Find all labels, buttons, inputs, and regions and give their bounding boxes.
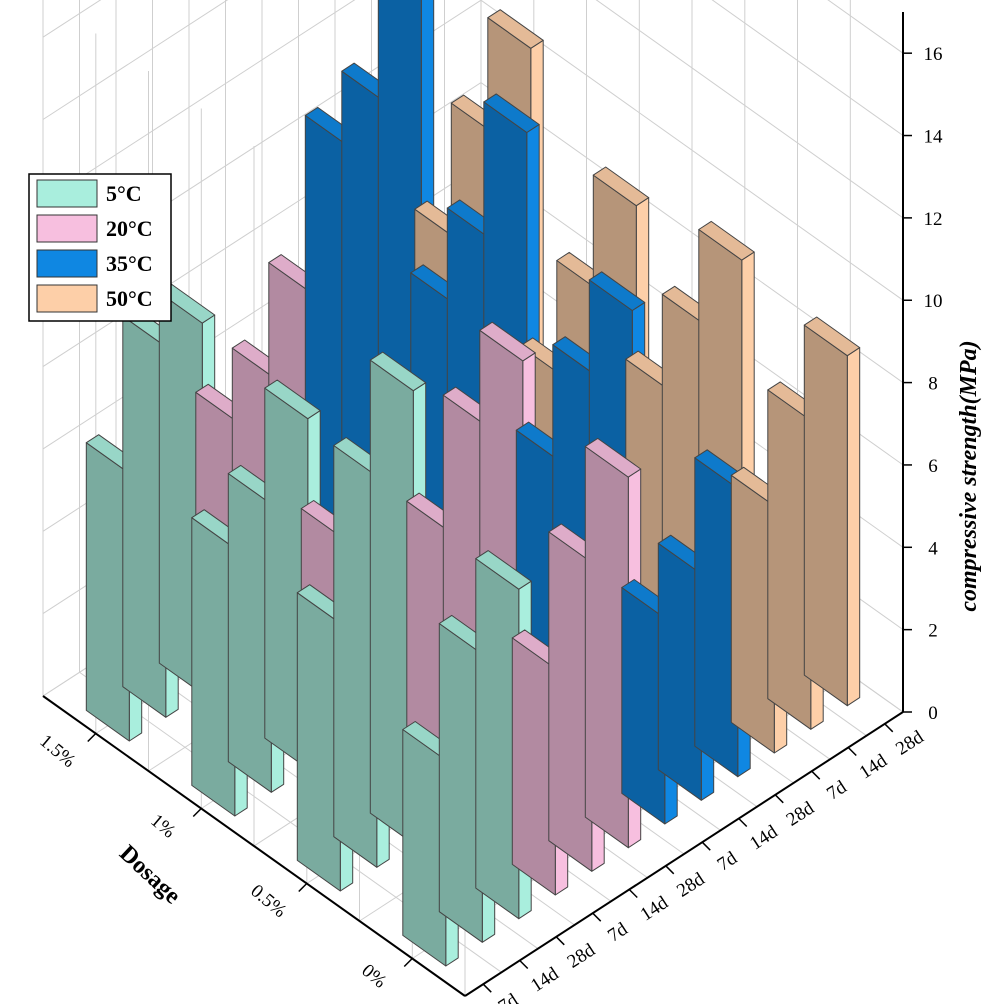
z-tick-label: 4 (928, 538, 938, 559)
bar-face-top (592, 166, 650, 207)
z-tick-label: 0 (928, 703, 938, 724)
y-tick-label: 0.5% (246, 881, 290, 923)
z-axis-title: compressive strength(MPa) (956, 340, 982, 611)
x-tick-label: 7d (823, 776, 851, 804)
x-tick-label: 7d (604, 918, 632, 946)
y-tick (298, 882, 308, 893)
bar (803, 316, 861, 707)
x-tick-label: 14d (637, 892, 673, 925)
x-tick-label: 14d (527, 963, 563, 996)
x-tick (592, 912, 602, 922)
x-tick (482, 983, 492, 993)
chart-axes (42, 12, 904, 997)
z-tick-label: 12 (924, 209, 943, 230)
bar-face-side (803, 324, 848, 707)
x-tick-label: 7d (495, 989, 523, 1004)
z-axis-ticks: 0 2 4 6 8 10 12 14 16 (903, 44, 943, 724)
y-axis-line (42, 695, 466, 997)
bar-face-top (698, 220, 755, 261)
legend-swatch (36, 284, 98, 313)
bar-face-top (479, 321, 536, 362)
x-tick (884, 723, 894, 733)
y-tick (87, 732, 97, 743)
x-tick-label: 28d (892, 726, 928, 759)
z-tick-label: 14 (924, 127, 944, 148)
legend-swatch (36, 179, 98, 208)
bar-face-top (588, 271, 646, 311)
bar-face-top (487, 9, 544, 49)
bar-face-top (264, 379, 321, 420)
bar-face-top (369, 351, 427, 392)
x-axis-line (464, 711, 904, 997)
bar-group (85, 0, 861, 967)
y-tick-label: 0% (357, 960, 390, 992)
x-tick (738, 817, 748, 828)
y-tick (403, 957, 413, 968)
legend-label: 50°C (106, 286, 153, 311)
x-tick (519, 959, 529, 970)
x-tick-label: 7d (714, 847, 742, 875)
x-tick-label: 14d (856, 750, 892, 783)
z-tick-label: 2 (928, 621, 938, 642)
bar-face-top (483, 93, 540, 133)
bar-face-front (846, 347, 861, 707)
x-tick (847, 746, 857, 757)
legend-label: 5°C (106, 181, 142, 206)
z-tick-label: 8 (928, 374, 938, 395)
y-tick-label: 1% (146, 810, 179, 842)
y-tick (192, 807, 202, 818)
x-tick-label: 28d (783, 797, 819, 830)
x-tick-label: 28d (564, 939, 600, 972)
legend-swatch (36, 249, 98, 278)
gridline-z (42, 0, 904, 54)
bar-face-top (803, 316, 861, 357)
legend-label: 35°C (106, 251, 153, 276)
y-tick-label: 1.5% (35, 731, 79, 773)
x-tick (811, 770, 821, 780)
x-tick (628, 888, 638, 899)
y-axis-title: Dosage (114, 840, 186, 909)
x-tick-label: 28d (673, 868, 709, 901)
legend-label: 20°C (106, 216, 153, 241)
x-tick (665, 865, 675, 875)
x-tick-label: 14d (746, 821, 782, 854)
x-tick (701, 841, 711, 851)
legend-swatch (36, 214, 98, 243)
z-tick-label: 16 (924, 44, 943, 65)
bar-face-top (475, 550, 532, 590)
z-tick-label: 10 (924, 291, 943, 312)
legend: 5°C 20°C 35°C 50°C (28, 173, 172, 322)
x-tick (774, 794, 784, 804)
x-tick (555, 936, 565, 946)
z-tick-label: 6 (928, 456, 938, 477)
bar-face-top (584, 437, 642, 478)
